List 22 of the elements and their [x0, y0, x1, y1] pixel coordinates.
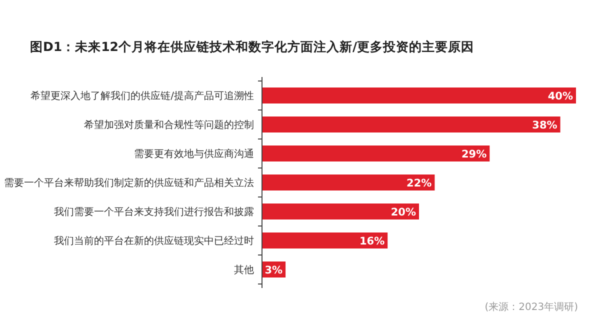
y-tick-label: 需要更有效地与供应商沟通	[134, 148, 254, 160]
data-label: 22%	[406, 178, 432, 190]
y-tick-label: 希望加强对质量和合规性等问题的控制	[84, 119, 254, 131]
y-tick-label: 需要一个平台来帮助我们制定新的供应链和产品相关立法	[4, 177, 254, 189]
data-label: 20%	[390, 206, 416, 218]
text: (来源：2023年调研)	[484, 301, 578, 313]
data-label: 38%	[532, 120, 558, 132]
bar	[262, 174, 435, 190]
bar	[262, 88, 576, 104]
data-label: 29%	[462, 148, 488, 160]
y-tick-label: 我们当前的平台在新的供应链现实中已经过时	[54, 235, 254, 247]
y-tick-label: 希望更深入地了解我们的供应链/提高产品可追溯性	[30, 90, 254, 102]
data-label: 40%	[548, 90, 574, 102]
y-tick-label: 其他	[234, 264, 254, 276]
bar	[262, 146, 490, 162]
y-tick-label: 我们需要一个平台来支持我们进行报告和披露	[54, 206, 254, 218]
data-label: 3%	[264, 264, 284, 276]
chart-title: 图D1：未来12个月将在供应链技术和数字化方面注入新/更多投资的主要原因	[30, 39, 474, 54]
bar	[262, 232, 388, 248]
bar	[262, 204, 419, 220]
bar	[262, 116, 560, 132]
data-label: 16%	[359, 236, 386, 248]
